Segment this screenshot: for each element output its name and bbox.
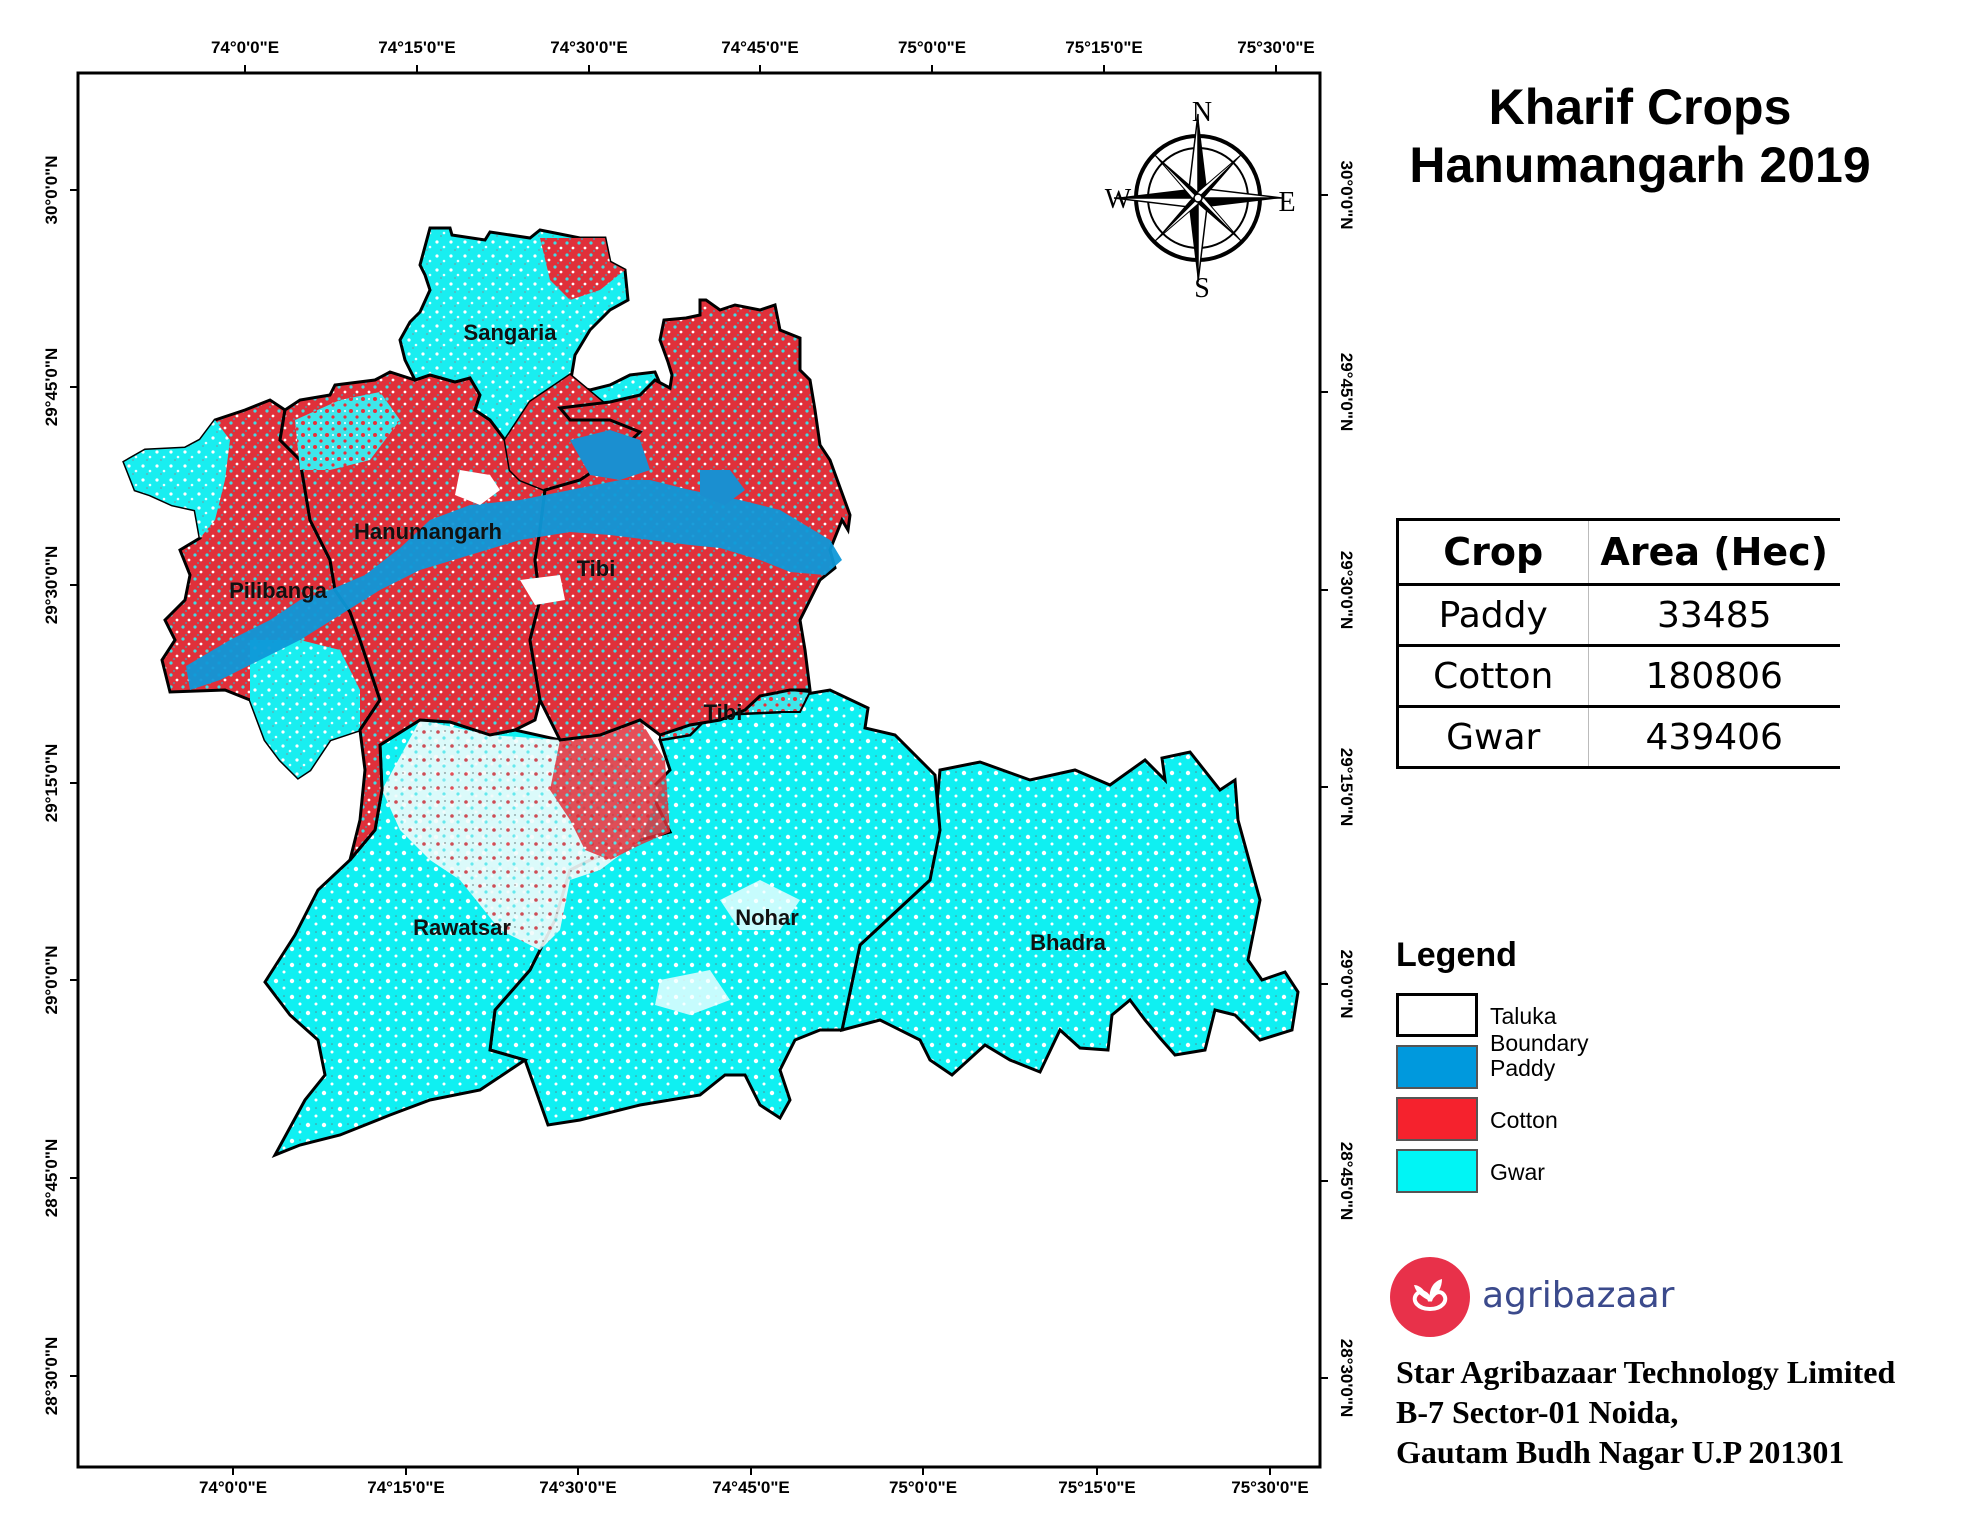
map-title-line2: Hanumangarh 2019 bbox=[1409, 137, 1871, 193]
barren-patch-4 bbox=[655, 970, 730, 1015]
north-arrow bbox=[1113, 113, 1283, 283]
lat-label-left: 29°0'0"N bbox=[42, 945, 61, 1015]
lat-label-right: 30°0'0"N bbox=[1337, 160, 1356, 230]
legend-label: Cotton bbox=[1490, 1107, 1558, 1133]
lat-label-right: 28°45'0"N bbox=[1337, 1141, 1356, 1221]
taluka-label-nohar: Nohar bbox=[735, 905, 799, 930]
table-cell-area: 180806 bbox=[1588, 644, 1840, 708]
brand-name: agribazaar bbox=[1482, 1275, 1675, 1316]
taluka-label-tibi-east: Tibi bbox=[703, 700, 743, 725]
pilibanga-gwar-south bbox=[250, 640, 360, 778]
legend-label: Paddy bbox=[1490, 1055, 1556, 1081]
taluka-bhadra bbox=[840, 750, 1300, 1077]
taluka-label-rawatsar: Rawatsar bbox=[413, 915, 511, 940]
compass-east-label: E bbox=[1278, 187, 1296, 218]
map-title: Kharif Crops Hanumangarh 2019 bbox=[1380, 78, 1900, 194]
company-address: Star Agribazaar Technology Limited B-7 S… bbox=[1396, 1352, 1895, 1472]
legend-item-gwar: Gwar bbox=[1396, 1149, 1545, 1201]
table-cell-crop: Gwar bbox=[1396, 705, 1589, 769]
taluka-label-tibi: Tibi bbox=[576, 556, 616, 581]
map-title-line1: Kharif Crops bbox=[1488, 79, 1792, 135]
barren-patch-2 bbox=[520, 575, 565, 605]
lat-label-left: 28°30'0"N bbox=[42, 1336, 61, 1416]
paddy-patches bbox=[570, 430, 745, 505]
rawatsar-cotton-area bbox=[550, 720, 670, 860]
legend-item-taluka-boundary: Taluka Boundary bbox=[1396, 993, 1588, 1056]
taluka-label-bhadra: Bhadra bbox=[1030, 930, 1106, 955]
legend-swatch bbox=[1396, 1045, 1478, 1089]
pilibanga-gwar-west bbox=[124, 420, 230, 538]
lat-label-left: 29°30'0"N bbox=[42, 545, 61, 625]
taluka-label-hanumangarh: Hanumangarh bbox=[354, 519, 502, 544]
taluka-label-sangaria: Sangaria bbox=[463, 320, 557, 345]
lon-label-bottom: 74°45'0"E bbox=[712, 1478, 790, 1497]
legend-swatch bbox=[1396, 1097, 1478, 1141]
compass-north-label: N bbox=[1191, 97, 1213, 128]
table-row: Paddy 33485 bbox=[1396, 583, 1840, 647]
legend-label: Gwar bbox=[1490, 1159, 1545, 1185]
address-line: Gautam Budh Nagar U.P 201301 bbox=[1396, 1434, 1845, 1470]
compass-south-label: S bbox=[1194, 273, 1210, 304]
table-header-row: Crop Area (Hec) bbox=[1396, 518, 1840, 586]
lon-label-bottom: 74°15'0"E bbox=[367, 1478, 445, 1497]
lon-label-top: 74°0'0"E bbox=[210, 38, 280, 57]
table-cell-area: 33485 bbox=[1588, 583, 1840, 647]
lat-label-right: 29°45'0"N bbox=[1337, 352, 1356, 432]
taluka-label-pilibanga: Pilibanga bbox=[229, 578, 327, 603]
compass-west-label: W bbox=[1104, 184, 1132, 215]
leaf-logo-icon bbox=[1390, 1257, 1470, 1337]
table-cell-crop: Paddy bbox=[1396, 583, 1589, 647]
barren-patch-3 bbox=[720, 880, 800, 930]
lat-label-right: 28°30'0"N bbox=[1337, 1338, 1356, 1418]
legend-title: Legend bbox=[1396, 936, 1517, 974]
table-header-crop: Crop bbox=[1396, 518, 1589, 586]
legend-item-paddy: Paddy bbox=[1396, 1045, 1555, 1097]
lon-label-top: 75°0'0"E bbox=[897, 38, 967, 57]
crop-area-table: Crop Area (Hec) Paddy 33485 Cotton 18080… bbox=[1396, 518, 1840, 769]
lat-label-left: 28°45'0"N bbox=[42, 1138, 61, 1218]
table-row: Cotton 180806 bbox=[1396, 644, 1840, 708]
address-line: Star Agribazaar Technology Limited bbox=[1396, 1354, 1896, 1390]
paddy-belt bbox=[186, 480, 842, 690]
table-cell-area: 439406 bbox=[1588, 705, 1840, 769]
lat-label-right: 29°15'0"N bbox=[1337, 747, 1356, 827]
hanumangarh-gwar-patch bbox=[295, 392, 400, 470]
lon-label-top: 75°30'0"E bbox=[1237, 38, 1315, 57]
lat-label-right: 29°30'0"N bbox=[1337, 550, 1356, 630]
lon-label-top: 74°45'0"E bbox=[721, 38, 799, 57]
lon-label-top: 74°30'0"E bbox=[550, 38, 628, 57]
table-cell-crop: Cotton bbox=[1396, 644, 1589, 708]
lat-label-right: 29°0'0"N bbox=[1337, 949, 1356, 1019]
address-line: B-7 Sector-01 Noida, bbox=[1396, 1394, 1679, 1430]
legend-item-cotton: Cotton bbox=[1396, 1097, 1558, 1149]
lon-label-bottom: 74°0'0"E bbox=[198, 1478, 268, 1497]
lat-label-left: 29°15'0"N bbox=[42, 743, 61, 823]
lon-label-bottom: 74°30'0"E bbox=[539, 1478, 617, 1497]
lat-label-left: 29°45'0"N bbox=[42, 347, 61, 427]
lon-label-top: 74°15'0"E bbox=[378, 38, 456, 57]
sangaria-cotton-patch bbox=[540, 238, 625, 300]
lon-label-top: 75°15'0"E bbox=[1065, 38, 1143, 57]
legend: Legend Taluka Boundary Paddy Cotton Gwar bbox=[1396, 936, 1588, 1201]
lon-label-bottom: 75°0'0"E bbox=[888, 1478, 958, 1497]
barren-patch-1 bbox=[455, 470, 500, 505]
legend-swatch bbox=[1396, 993, 1478, 1037]
legend-label: Taluka Boundary bbox=[1490, 1003, 1589, 1056]
table-row: Gwar 439406 bbox=[1396, 705, 1840, 769]
lon-label-bottom: 75°30'0"E bbox=[1231, 1478, 1309, 1497]
lat-label-left: 30°0'0"N bbox=[42, 155, 61, 225]
table-header-area: Area (Hec) bbox=[1588, 518, 1840, 586]
lon-label-bottom: 75°15'0"E bbox=[1058, 1478, 1136, 1497]
legend-swatch bbox=[1396, 1149, 1478, 1193]
graticule-ticks bbox=[70, 65, 1328, 1475]
